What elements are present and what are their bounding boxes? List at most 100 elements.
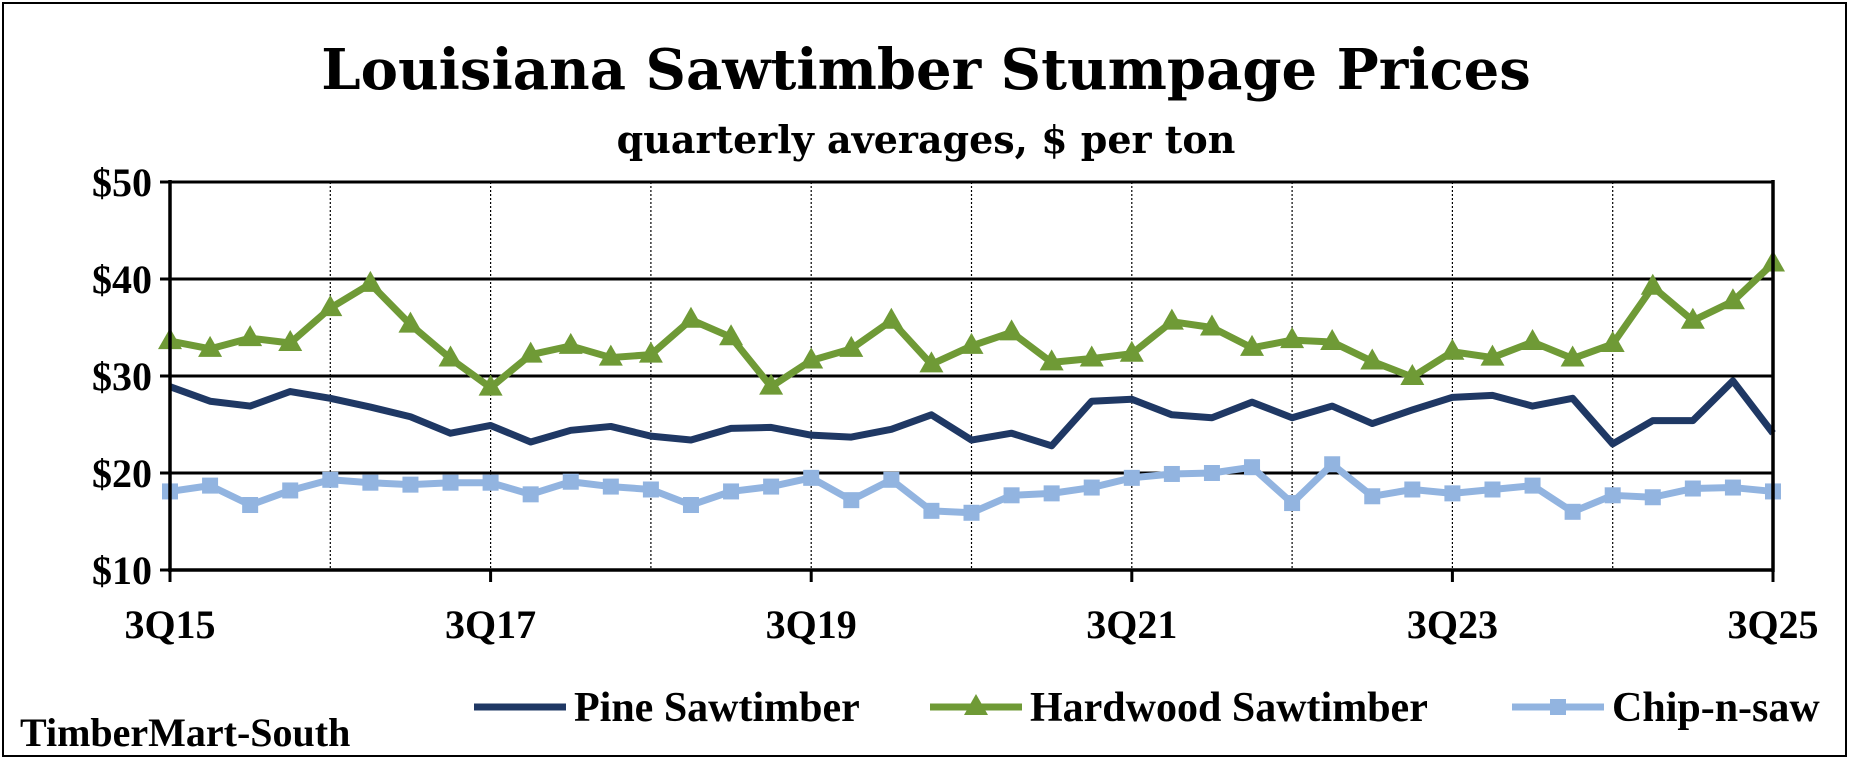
y-tick-label: $50: [92, 160, 152, 205]
tick-labels: $10 $20 $30 $40 $50 3Q15 3Q17 3Q19 3Q21 3Q23 3Q25: [92, 160, 1819, 647]
x-tick-label: 3Q19: [766, 602, 857, 647]
source-label: TimberMart-South: [20, 710, 350, 755]
data-point-hardwood: [1560, 345, 1585, 367]
data-point-chipnsaw: [1364, 488, 1381, 505]
data-point-hardwood: [278, 330, 303, 352]
data-point-hardwood: [558, 332, 583, 354]
data-point-chipnsaw: [803, 469, 820, 486]
data-point-hardwood: [1280, 327, 1305, 349]
x-tick-label: 3Q23: [1407, 602, 1498, 647]
data-point-chipnsaw: [1083, 479, 1100, 496]
data-point-hardwood: [1680, 307, 1705, 329]
data-point-hardwood: [999, 319, 1024, 341]
data-point-hardwood: [318, 295, 343, 317]
data-point-chipnsaw: [923, 502, 940, 519]
data-point-chipnsaw: [1003, 487, 1020, 504]
data-point-hardwood: [1199, 314, 1224, 336]
data-point-hardwood: [398, 311, 423, 333]
data-point-hardwood: [1119, 340, 1144, 362]
y-tick-label: $20: [92, 451, 152, 496]
data-point-chipnsaw: [1684, 480, 1701, 497]
data-point-hardwood: [719, 324, 744, 346]
data-point-chipnsaw: [1284, 495, 1301, 512]
data-point-chipnsaw: [402, 476, 419, 493]
data-point-chipnsaw: [1203, 465, 1220, 481]
legend-label-pine: Pine Sawtimber: [574, 685, 860, 731]
data-point-hardwood: [638, 341, 663, 363]
data-point-hardwood: [839, 335, 864, 357]
data-point-chipnsaw: [1604, 487, 1621, 504]
data-point-hardwood: [678, 306, 703, 328]
data-point-chipnsaw: [723, 483, 740, 500]
data-point-hardwood: [1400, 363, 1425, 385]
series-chipnsaw: [162, 456, 1781, 521]
data-point-hardwood: [1159, 308, 1184, 330]
legend-item-pine: Pine Sawtimber: [474, 685, 860, 731]
data-point-chipnsaw: [282, 482, 299, 499]
data-point-chipnsaw: [522, 486, 539, 503]
data-point-hardwood: [1640, 273, 1665, 295]
data-point-hardwood: [879, 307, 904, 329]
data-point-chipnsaw: [482, 474, 499, 491]
data-point-chipnsaw: [883, 471, 900, 488]
chart-title: Louisiana Sawtimber Stumpage Prices: [321, 37, 1531, 103]
y-tick-label: $10: [92, 548, 152, 593]
data-point-hardwood: [759, 373, 784, 395]
series-hardwood: [158, 250, 1785, 396]
legend-label-chipnsaw: Chip-n-saw: [1612, 685, 1820, 731]
data-point-hardwood: [1360, 348, 1385, 370]
y-tick-label: $30: [92, 354, 152, 399]
data-point-hardwood: [358, 270, 383, 292]
data-point-hardwood: [438, 345, 463, 367]
x-tick-label: 3Q17: [445, 602, 536, 647]
data-point-chipnsaw: [963, 504, 980, 521]
data-point-chipnsaw: [843, 492, 860, 509]
data-point-hardwood: [799, 347, 824, 369]
data-point-hardwood: [1600, 330, 1625, 352]
legend-triangle-marker: [964, 694, 988, 715]
x-tick-label: 3Q21: [1086, 602, 1177, 647]
grid-lines: [170, 180, 1773, 570]
data-point-hardwood: [518, 341, 543, 363]
data-point-chipnsaw: [642, 481, 659, 498]
data-point-hardwood: [1520, 329, 1545, 351]
data-point-hardwood: [198, 335, 223, 357]
data-point-chipnsaw: [1324, 456, 1341, 473]
data-point-chipnsaw: [562, 473, 579, 490]
axes: [160, 180, 1775, 582]
chart-subtitle: quarterly averages, $ per ton: [617, 117, 1236, 162]
series-line-pine: [168, 377, 1776, 450]
data-point-chipnsaw: [322, 471, 339, 488]
data-point-chipnsaw: [362, 474, 379, 491]
x-tick-label: 3Q25: [1727, 602, 1818, 647]
data-point-hardwood: [1039, 349, 1064, 371]
data-point-chipnsaw: [1163, 465, 1180, 482]
data-point-chipnsaw: [1524, 477, 1541, 494]
data-point-hardwood: [478, 374, 503, 396]
x-tick-label: 3Q15: [124, 602, 215, 647]
series-pine: [168, 377, 1776, 450]
data-point-chipnsaw: [202, 477, 219, 494]
data-point-hardwood: [1720, 288, 1745, 310]
data-point-hardwood: [959, 332, 984, 354]
data-point-hardwood: [1240, 334, 1265, 356]
data-point-hardwood: [919, 351, 944, 373]
data-point-hardwood: [1320, 329, 1345, 351]
data-point-chipnsaw: [442, 474, 459, 491]
data-point-hardwood: [1440, 338, 1465, 360]
data-point-chipnsaw: [682, 497, 699, 514]
data-point-chipnsaw: [1724, 479, 1741, 496]
data-point-chipnsaw: [242, 497, 259, 514]
data-point-chipnsaw: [1644, 489, 1661, 506]
legend-label-hardwood: Hardwood Sawtimber: [1030, 685, 1428, 731]
data-point-chipnsaw: [1244, 459, 1261, 476]
data-point-chipnsaw: [763, 478, 780, 495]
series-group: [158, 250, 1785, 521]
legend-square-marker: [1550, 699, 1566, 715]
data-point-hardwood: [238, 325, 263, 347]
data-point-hardwood: [598, 344, 623, 366]
data-point-chipnsaw: [1564, 503, 1581, 520]
data-point-chipnsaw: [1444, 485, 1461, 502]
